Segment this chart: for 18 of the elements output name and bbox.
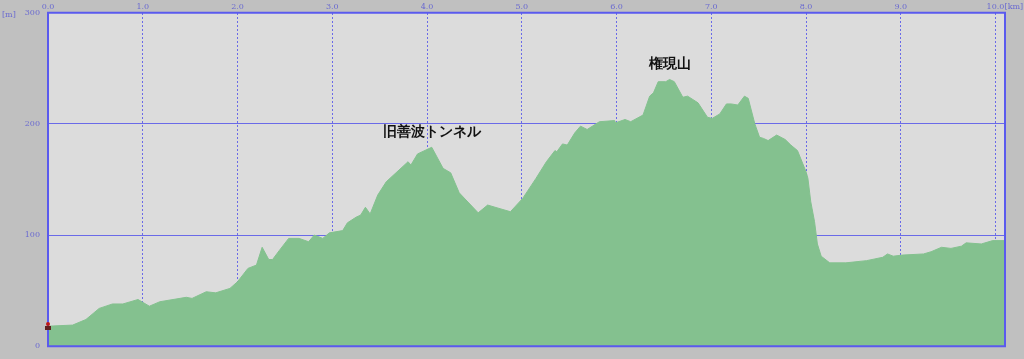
y-tick-label: 300 [24,7,40,17]
x-tick-label: 2.0 [231,2,244,12]
x-tick-label: 3.0 [325,2,339,12]
y-axis-title: [m] [2,9,16,19]
x-tick-label: 8.0 [799,2,813,12]
x-tick-label: 0.0 [41,2,55,12]
x-tick-label: 10.0 [986,2,1005,12]
x-tick-label: 1.0 [136,2,150,12]
x-tick-label: 5.0 [515,2,529,12]
x-tick-label: 7.0 [704,2,718,12]
x-tick-label: 6.0 [610,2,623,12]
x-tick-label: 9.0 [894,2,908,12]
annotation: 旧善波トンネル [382,122,482,139]
annotation: 権現山 [647,55,691,72]
x-axis-title: [km] [1004,1,1024,11]
y-tick-label: 200 [24,119,40,129]
y-tick-label: 100 [24,230,40,240]
x-tick-label: 4.0 [420,2,434,12]
